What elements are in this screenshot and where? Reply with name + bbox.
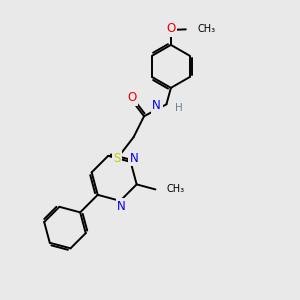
Text: CH₃: CH₃ [167, 184, 185, 194]
Text: N: N [117, 200, 126, 213]
Text: CH₃: CH₃ [197, 24, 215, 34]
Text: N: N [152, 99, 161, 112]
Text: N: N [130, 152, 139, 165]
Text: O: O [166, 22, 176, 35]
Text: S: S [113, 152, 121, 165]
Text: H: H [175, 103, 182, 113]
Text: O: O [128, 91, 137, 104]
